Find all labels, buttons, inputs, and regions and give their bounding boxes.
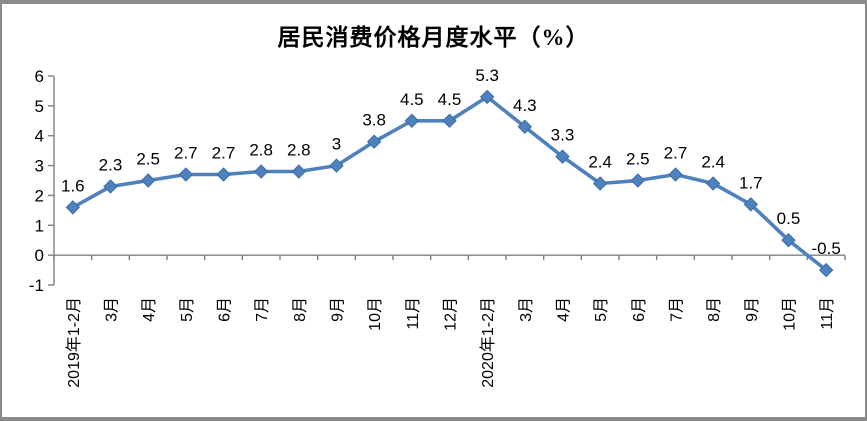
data-point-marker: [366, 134, 382, 149]
x-tick-label: 4月: [141, 297, 158, 322]
x-tick-label: 7月: [669, 297, 686, 322]
x-tick-label: 5月: [593, 297, 610, 322]
x-tick-label: 11月: [819, 297, 836, 330]
y-tick-label: 1: [35, 216, 44, 235]
data-label: 3.3: [551, 126, 575, 145]
data-label: 5.3: [475, 66, 499, 85]
y-tick-label: 0: [35, 246, 44, 265]
data-point-marker: [818, 262, 834, 278]
x-tick-label: 11月: [405, 297, 422, 330]
x-tick-label: 8月: [292, 297, 309, 322]
data-label: 4.5: [400, 90, 424, 109]
data-point-marker: [178, 167, 194, 182]
data-label: 3.8: [362, 111, 386, 130]
x-tick-label: 9月: [744, 297, 761, 322]
x-tick-label: 6月: [217, 297, 234, 322]
data-point-marker: [103, 179, 118, 194]
x-tick-label: 5月: [179, 297, 196, 322]
data-label: 2.4: [701, 152, 725, 171]
data-label: 1.6: [61, 176, 85, 195]
x-tick-label: 2020年1-2月: [479, 297, 497, 388]
data-label: 2.7: [212, 144, 236, 163]
x-tick-label: 12月: [443, 297, 460, 331]
data-label: 2.7: [174, 144, 198, 163]
data-point-marker: [630, 173, 646, 188]
y-tick-label: 5: [35, 97, 44, 116]
chart-title: 居民消费价格月度水平（%）: [277, 25, 590, 50]
x-tick-label: 8月: [706, 297, 723, 322]
data-point-marker: [555, 149, 570, 164]
data-label: 4.3: [513, 96, 537, 115]
data-point-marker: [329, 158, 344, 173]
data-label: 2.8: [249, 141, 273, 160]
y-tick-label: -1: [29, 276, 44, 295]
x-tick-label: 3月: [518, 297, 535, 322]
data-point-marker: [517, 119, 533, 134]
data-point-marker: [781, 233, 796, 248]
data-point-marker: [216, 167, 231, 182]
x-tick-label: 4月: [556, 297, 573, 322]
data-label: 2.5: [626, 150, 650, 169]
data-label: 2.5: [136, 150, 160, 169]
y-tick-label: 3: [35, 157, 44, 176]
data-point-marker: [291, 164, 307, 179]
data-label: 4.5: [438, 90, 462, 109]
data-point-marker: [479, 89, 495, 105]
cpi-line-plot: 6 5 4 3 2 1 0 -1 2019年1-2月 3月 4月 5月 6月 7月 8月 9月 10月 11月 12…: [29, 66, 846, 388]
data-label: 1.7: [739, 173, 763, 192]
data-point-marker: [253, 164, 269, 179]
data-label: 2.4: [588, 152, 612, 171]
x-tick-label: 10月: [367, 297, 384, 331]
y-tick-label: 4: [35, 127, 44, 146]
x-tick-label: 3月: [104, 297, 121, 322]
x-tick-label: 6月: [631, 297, 648, 322]
y-tick-label: 2: [35, 186, 44, 205]
data-label: 2.3: [99, 155, 123, 174]
data-point-marker: [705, 176, 721, 191]
x-tick-label: 2019年1-2月: [65, 297, 83, 388]
x-tick-label: 10月: [782, 297, 799, 331]
data-label: 3: [332, 135, 341, 154]
data-point-marker: [140, 173, 156, 188]
x-tick-label: 9月: [330, 297, 347, 322]
data-point-marker: [743, 197, 759, 212]
data-label: 0.5: [777, 209, 801, 228]
data-label: 2.8: [287, 141, 311, 160]
data-point-marker: [65, 200, 81, 215]
data-label: -0.5: [812, 239, 841, 258]
x-tick-label: 7月: [254, 297, 271, 322]
data-point-marker: [592, 176, 608, 191]
data-point-marker: [442, 113, 457, 128]
data-point-marker: [404, 113, 420, 128]
y-tick-label: 6: [35, 67, 44, 86]
data-label: 2.7: [664, 144, 688, 163]
data-point-marker: [668, 167, 683, 182]
